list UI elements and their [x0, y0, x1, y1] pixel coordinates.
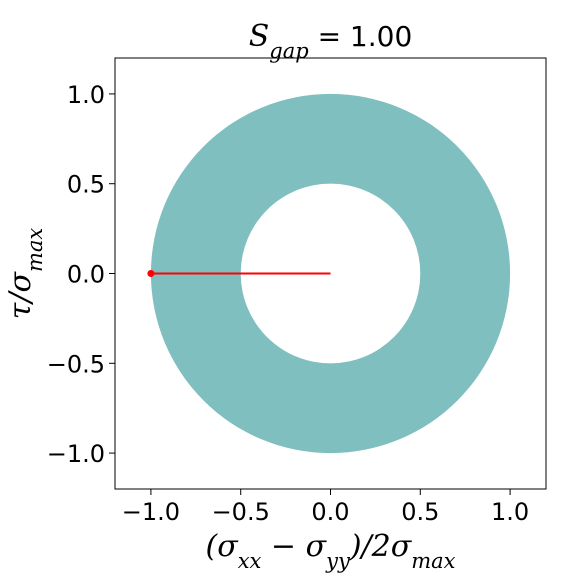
x-tick-label: 0.5 — [401, 498, 439, 526]
y-tick-label: 0.5 — [67, 171, 105, 199]
x-tick-label: −1.0 — [122, 498, 180, 526]
segment-marker — [147, 270, 155, 277]
x-axis: −1.0 −0.5 0.0 0.5 1.0 — [122, 489, 529, 526]
annulus-region — [150, 93, 511, 454]
y-tick-label: −0.5 — [47, 350, 105, 378]
y-axis-label: τ/σmax — [3, 228, 47, 320]
x-tick-label: 1.0 — [491, 498, 529, 526]
x-tick-label: −0.5 — [212, 498, 270, 526]
y-tick-label: −1.0 — [47, 440, 105, 468]
plot-area — [147, 93, 511, 454]
y-tick-label: 1.0 — [67, 81, 105, 109]
y-axis: −1.0 −0.5 0.0 0.5 1.0 — [47, 81, 115, 468]
chart-title: Sgap = 1.00 — [249, 19, 413, 63]
x-tick-label: 0.0 — [311, 498, 349, 526]
y-tick-label: 0.0 — [67, 261, 105, 289]
x-axis-label: (σxx − σyy)/2σmax — [206, 529, 456, 573]
